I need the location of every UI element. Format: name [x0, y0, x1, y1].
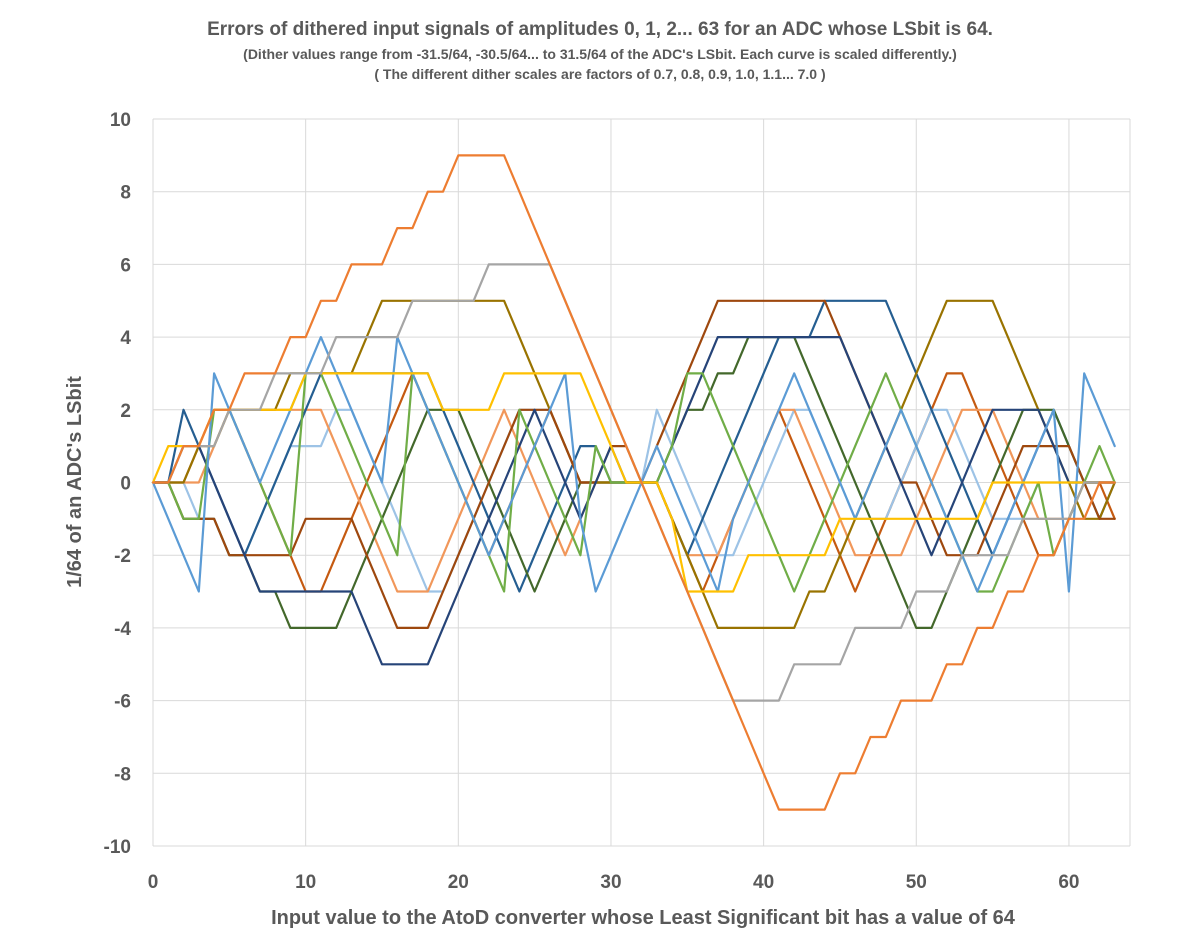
series-line-1: [151, 154, 1116, 811]
y-tick-label: 0: [120, 474, 131, 495]
chart-subtitle: (Dither values range from -31.5/64, -30.…: [243, 46, 957, 62]
x-tick-label: 20: [448, 872, 469, 893]
chart-title: Errors of dithered input signals of ampl…: [207, 19, 993, 40]
chart-title-block: Errors of dithered input signals of ampl…: [0, 18, 1200, 84]
y-tick-label: 4: [120, 328, 131, 349]
y-tick-label: 8: [120, 183, 131, 204]
y-tick-label: -10: [104, 837, 131, 858]
y-tick-label: -6: [114, 692, 131, 713]
x-tick-label: 0: [148, 872, 159, 893]
y-tick-label: 10: [110, 110, 131, 131]
x-tick-label: 40: [753, 872, 774, 893]
x-axis-title: Input value to the AtoD converter whose …: [271, 907, 1016, 929]
y-tick-label: -2: [114, 546, 131, 567]
x-tick-label: 30: [600, 872, 621, 893]
y-axis-title: 1/64 of an ADC's LSbit: [64, 376, 86, 588]
series-group: [151, 154, 1116, 811]
y-tick-label: 6: [120, 255, 131, 276]
x-tick-label: 60: [1058, 872, 1079, 893]
y-tick-label: 2: [120, 401, 131, 422]
y-tick-label: -4: [114, 619, 131, 640]
y-tick-label: -8: [114, 764, 131, 785]
x-tick-label: 10: [295, 872, 316, 893]
series-line-4: [151, 336, 1116, 593]
x-tick-label: 50: [906, 872, 927, 893]
chart-subtitle-2: ( The different dither scales are factor…: [374, 66, 826, 82]
